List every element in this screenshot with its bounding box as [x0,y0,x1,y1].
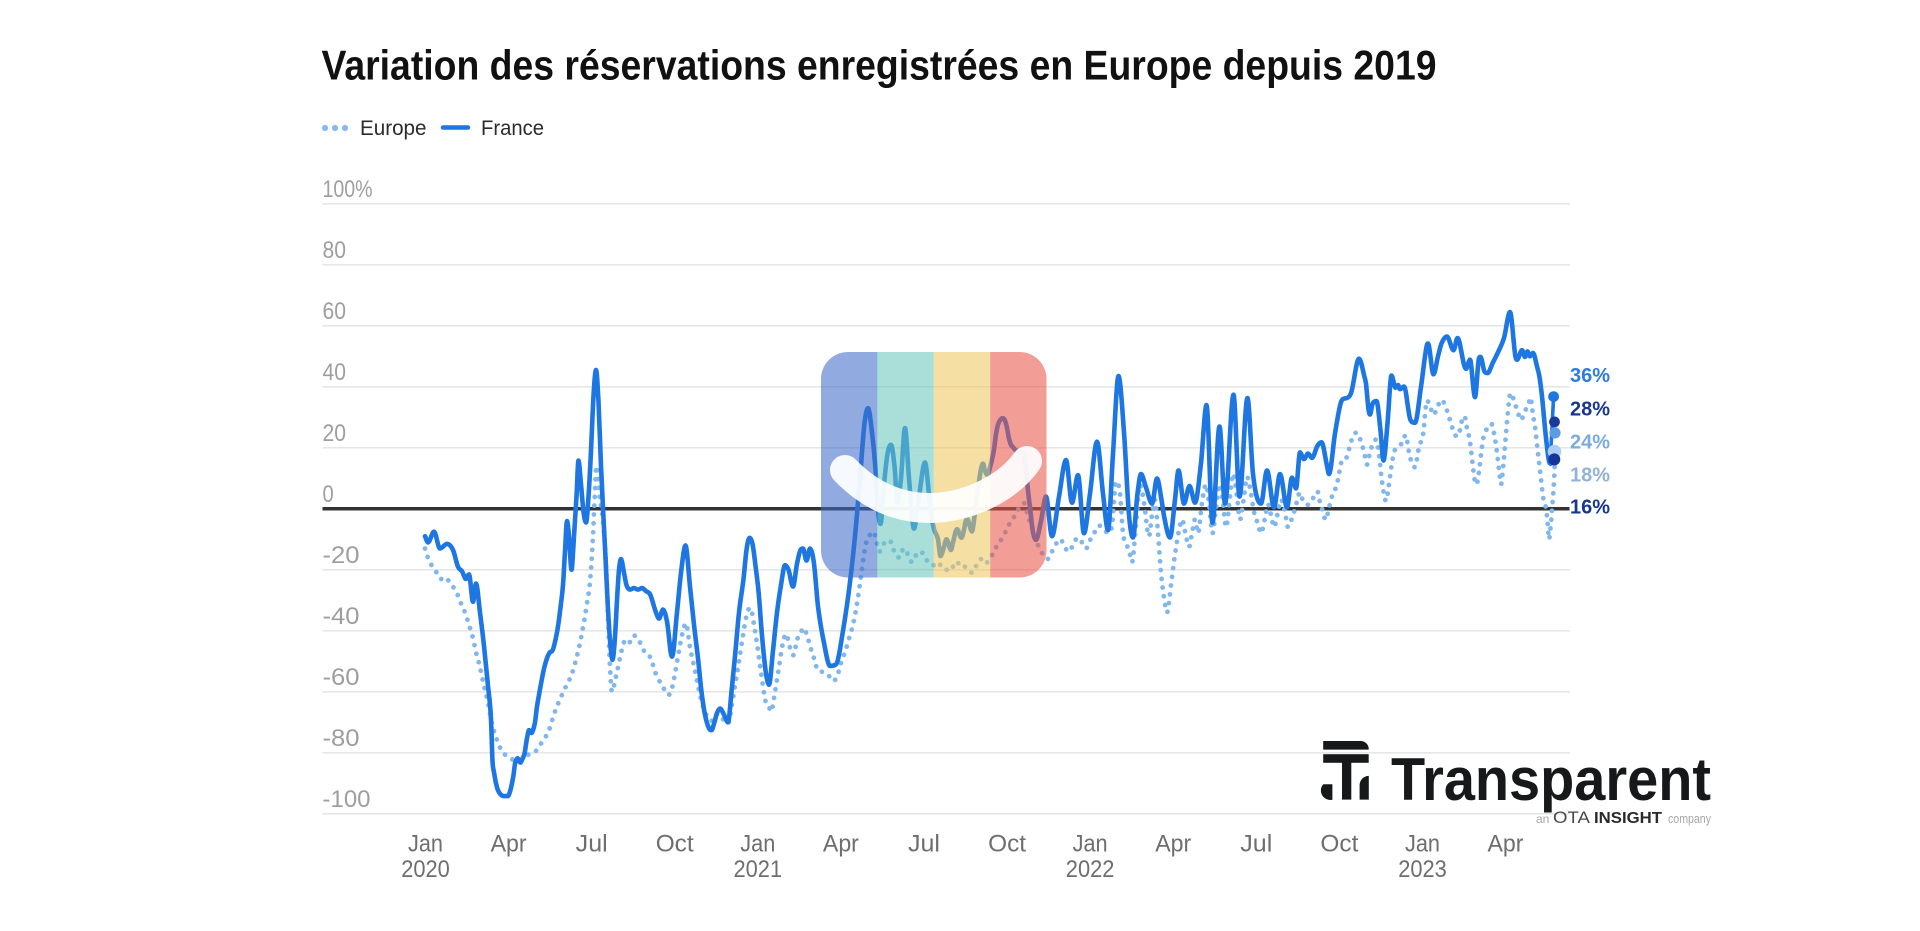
svg-text:100%: 100% [323,176,373,203]
svg-text:-80: -80 [323,725,360,752]
svg-text:28%: 28% [1570,399,1610,421]
svg-text:2022: 2022 [1066,856,1115,883]
svg-text:16%: 16% [1570,496,1610,518]
svg-text:40: 40 [323,359,347,386]
svg-text:Jan: Jan [1405,831,1440,858]
svg-text:-60: -60 [323,664,360,691]
svg-text:Variation des réservations enr: Variation des réservations enregistrées … [322,42,1437,89]
svg-text:Apr: Apr [491,831,527,858]
svg-text:2021: 2021 [734,856,783,883]
svg-text:-20: -20 [323,542,360,569]
svg-text:2020: 2020 [401,856,450,883]
svg-text:Jul: Jul [908,831,940,858]
svg-text:80: 80 [323,237,347,264]
svg-text:Jul: Jul [576,831,608,858]
svg-text:company: company [1668,812,1712,826]
svg-text:Jan: Jan [408,831,443,858]
svg-text:Transparent: Transparent [1391,746,1711,813]
svg-text:INSIGHT: INSIGHT [1594,810,1662,827]
svg-text:Apr: Apr [1488,831,1524,858]
svg-text:Apr: Apr [1155,831,1191,858]
svg-text:24%: 24% [1570,432,1610,454]
svg-text:Europe: Europe [360,116,427,140]
svg-text:60: 60 [323,298,347,325]
svg-text:-40: -40 [323,603,360,630]
svg-text:Oct: Oct [656,831,694,858]
svg-text:18%: 18% [1570,464,1610,486]
svg-text:Oct: Oct [1320,831,1358,858]
svg-text:-100: -100 [323,786,371,813]
svg-text:France: France [481,116,544,140]
svg-text:OTA: OTA [1553,808,1591,827]
svg-text:20: 20 [323,420,347,447]
svg-text:Jan: Jan [740,831,775,858]
svg-text:Jan: Jan [1073,831,1108,858]
svg-text:36%: 36% [1570,365,1610,387]
svg-text:0: 0 [323,481,334,508]
svg-text:an: an [1536,812,1549,826]
svg-text:2023: 2023 [1398,856,1447,883]
svg-text:Jul: Jul [1240,831,1272,858]
svg-text:Oct: Oct [988,831,1026,858]
svg-text:Apr: Apr [823,831,859,858]
